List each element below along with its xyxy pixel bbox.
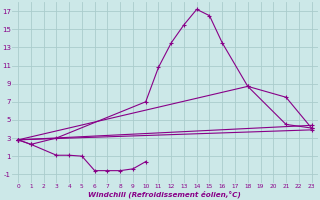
X-axis label: Windchill (Refroidissement éolien,°C): Windchill (Refroidissement éolien,°C) [88,190,241,198]
